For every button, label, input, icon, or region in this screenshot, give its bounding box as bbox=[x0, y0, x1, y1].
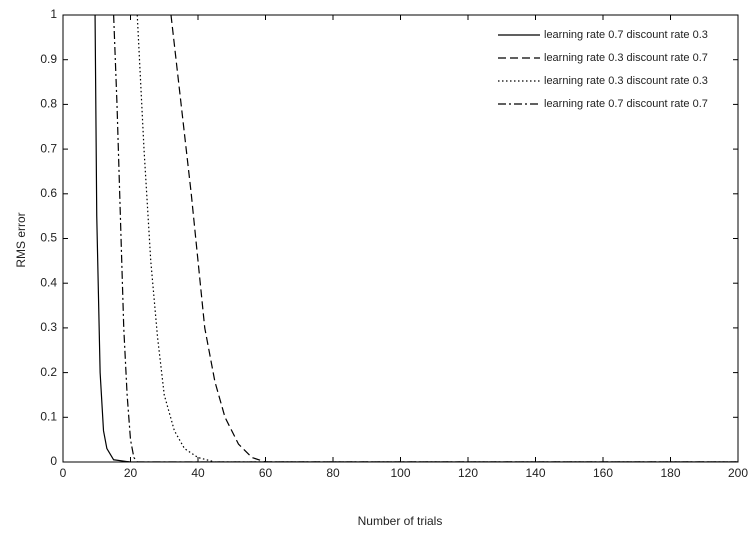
y-tick-label: 0.8 bbox=[40, 97, 57, 111]
x-tick-label: 20 bbox=[124, 466, 138, 480]
x-tick-label: 200 bbox=[728, 466, 748, 480]
x-tick-label: 120 bbox=[458, 466, 478, 480]
x-tick-label: 60 bbox=[259, 466, 273, 480]
y-tick-label: 1 bbox=[50, 7, 57, 21]
x-tick-label: 160 bbox=[593, 466, 613, 480]
series-line bbox=[113, 15, 738, 462]
x-tick-label: 100 bbox=[390, 466, 410, 480]
y-tick-label: 0.4 bbox=[40, 275, 57, 289]
y-tick-label: 0.2 bbox=[40, 365, 57, 379]
y-axis-label: RMS error bbox=[14, 212, 28, 267]
y-tick-label: 0.9 bbox=[40, 52, 57, 66]
y-tick-label: 0 bbox=[50, 454, 57, 468]
legend-label: learning rate 0.7 discount rate 0.7 bbox=[544, 98, 708, 110]
series-line bbox=[170, 15, 738, 462]
x-axis-label: Number of trials bbox=[358, 514, 443, 528]
y-tick-label: 0.5 bbox=[40, 231, 57, 245]
x-tick-label: 140 bbox=[525, 466, 545, 480]
y-tick-label: 0.7 bbox=[40, 141, 57, 155]
x-tick-label: 80 bbox=[326, 466, 340, 480]
x-tick-label: 40 bbox=[191, 466, 205, 480]
y-tick-label: 0.1 bbox=[40, 409, 57, 423]
legend-label: learning rate 0.3 discount rate 0.7 bbox=[544, 52, 708, 64]
y-tick-label: 0.6 bbox=[40, 186, 57, 200]
x-tick-label: 0 bbox=[60, 466, 67, 480]
legend-label: learning rate 0.7 discount rate 0.3 bbox=[544, 29, 708, 41]
y-tick-label: 0.3 bbox=[40, 320, 57, 334]
legend-label: learning rate 0.3 discount rate 0.3 bbox=[544, 75, 708, 87]
series-line bbox=[94, 15, 738, 462]
x-tick-label: 180 bbox=[660, 466, 680, 480]
